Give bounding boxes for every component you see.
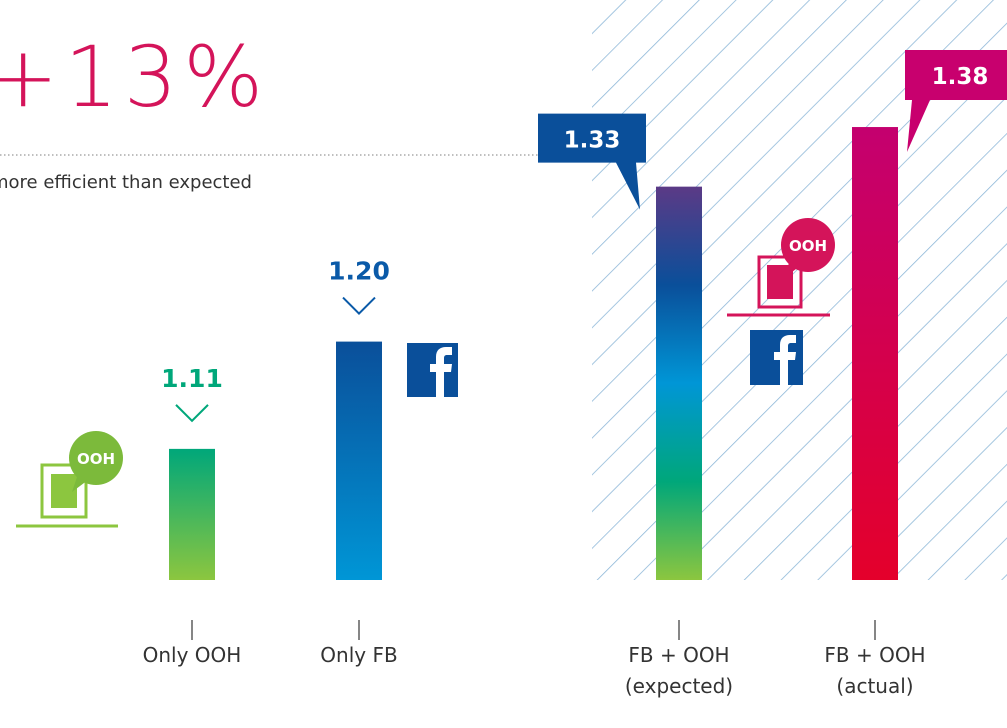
ooh-icon-label: OOH [789, 237, 827, 255]
fb-icon [407, 343, 458, 397]
x-tick-label: (actual) [836, 674, 913, 698]
bar [336, 341, 382, 580]
x-tick-label: FB + OOH [824, 643, 925, 667]
ooh-icon-label: OOH [77, 450, 115, 468]
bar [656, 186, 702, 580]
value-label: 1.38 [932, 64, 989, 90]
subtitle: more efficient than expected [0, 172, 252, 193]
headline: +13% [0, 28, 269, 126]
ooh-icon: OOH [16, 431, 123, 528]
x-tick-label: Only FB [320, 643, 397, 667]
bar [852, 127, 898, 580]
bar [169, 448, 215, 580]
label-chevron [342, 296, 376, 316]
x-tick-label: (expected) [625, 674, 733, 698]
ooh-icon: OOH [727, 218, 835, 317]
label-chevron [175, 404, 209, 423]
value-label: 1.20 [328, 257, 390, 286]
value-label: 1.11 [161, 364, 223, 393]
callout-box [905, 50, 1007, 153]
x-tick-label: Only OOH [143, 643, 242, 667]
x-tick-label: FB + OOH [628, 643, 729, 667]
value-label: 1.33 [564, 128, 621, 154]
fb-icon [750, 330, 803, 385]
callout-box [538, 113, 646, 210]
